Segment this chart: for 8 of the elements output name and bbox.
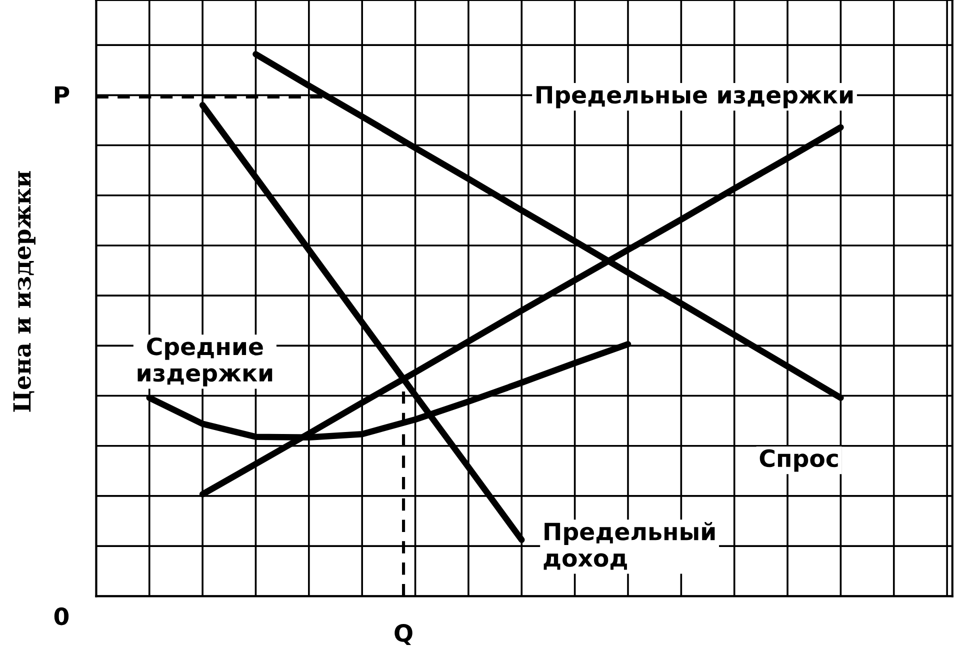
series-label: Предельные издержки	[536, 86, 853, 108]
series-label: Средние издержки	[138, 337, 272, 386]
series-label: Предельный доход	[544, 522, 715, 570]
ref-line-label: P	[54, 86, 70, 104]
text: Q	[394, 624, 412, 646]
y-axis-title: Цена и издержки	[13, 171, 36, 412]
text: 0	[54, 607, 69, 626]
text: Спрос	[760, 449, 838, 472]
